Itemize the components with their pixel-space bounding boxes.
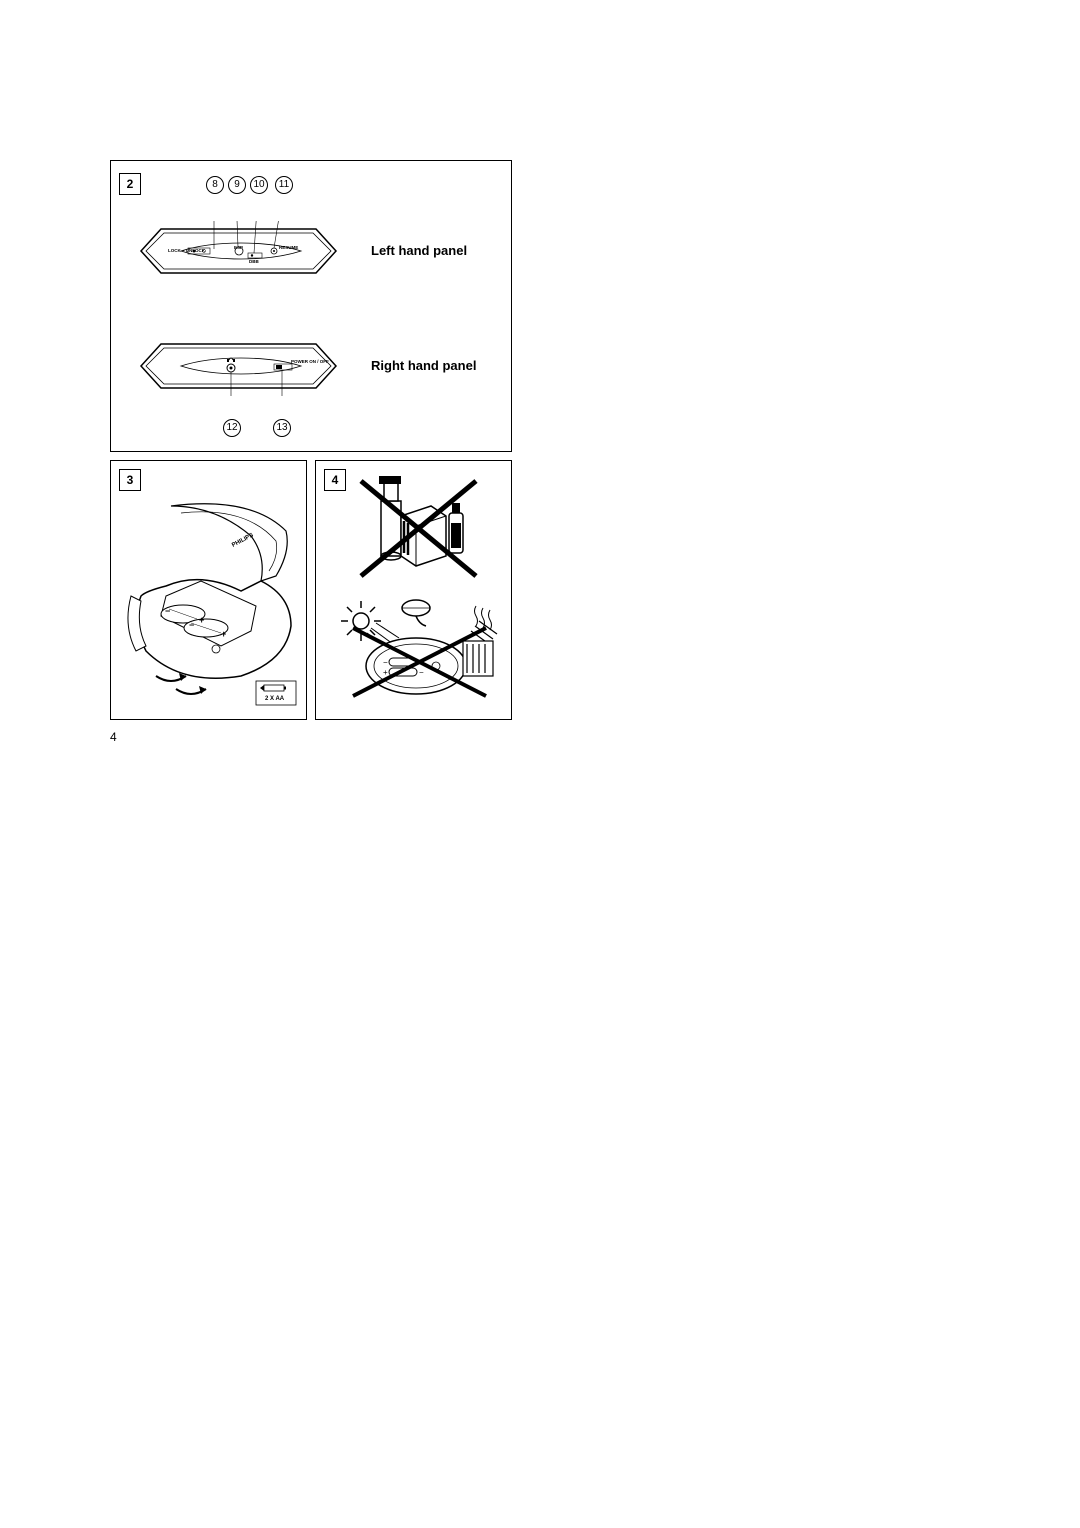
svg-text:ESP: ESP: [234, 245, 243, 250]
panel-3: 3 PHILIPS − + −: [110, 460, 307, 720]
figure-number-box: 2: [119, 173, 141, 195]
callout-13: 13: [273, 419, 291, 437]
figure-number-box: 3: [119, 469, 141, 491]
svg-text:LOCK – UNLOCK: LOCK – UNLOCK: [168, 248, 206, 253]
callout-11: 11: [275, 176, 293, 194]
page-number: 4: [110, 730, 117, 744]
callout-12: 12: [223, 419, 241, 437]
panel-4: 4: [315, 460, 512, 720]
battery-install-diagram: PHILIPS − + − +: [116, 491, 301, 711]
figure-number: 4: [332, 473, 339, 487]
figure-number: 3: [127, 473, 134, 487]
svg-text:+: +: [221, 629, 226, 639]
chemicals-warning: [346, 471, 486, 591]
figure-number: 2: [127, 177, 134, 191]
svg-text:+: +: [383, 668, 388, 677]
svg-text:2 X AA: 2 X AA: [265, 696, 285, 702]
left-panel-device: LOCK – UNLOCK ESP DBB RESUME: [126, 221, 351, 281]
svg-text:DBB: DBB: [249, 259, 259, 264]
svg-text:POWER ON / OFF: POWER ON / OFF: [291, 359, 329, 364]
callout-8: 8: [206, 176, 224, 194]
svg-text:+: +: [199, 615, 204, 625]
callout-9: 9: [228, 176, 246, 194]
figure-number-box: 4: [324, 469, 346, 491]
left-panel-label: Left hand panel: [371, 243, 467, 258]
svg-text:RESUME: RESUME: [279, 245, 298, 250]
svg-text:PHILIPS: PHILIPS: [231, 533, 254, 549]
panel-2: 2 8 9 10 11 LOCK – UNLOCK ESP DBB: [110, 160, 512, 452]
svg-text:−: −: [383, 658, 388, 667]
svg-text:−: −: [165, 606, 170, 616]
svg-text:−: −: [419, 668, 424, 677]
heat-warning: − + + −: [331, 596, 501, 711]
svg-text:−: −: [189, 620, 194, 630]
right-panel-label: Right hand panel: [371, 358, 476, 373]
right-panel-device: POWER ON / OFF: [126, 336, 351, 396]
callout-10: 10: [250, 176, 268, 194]
